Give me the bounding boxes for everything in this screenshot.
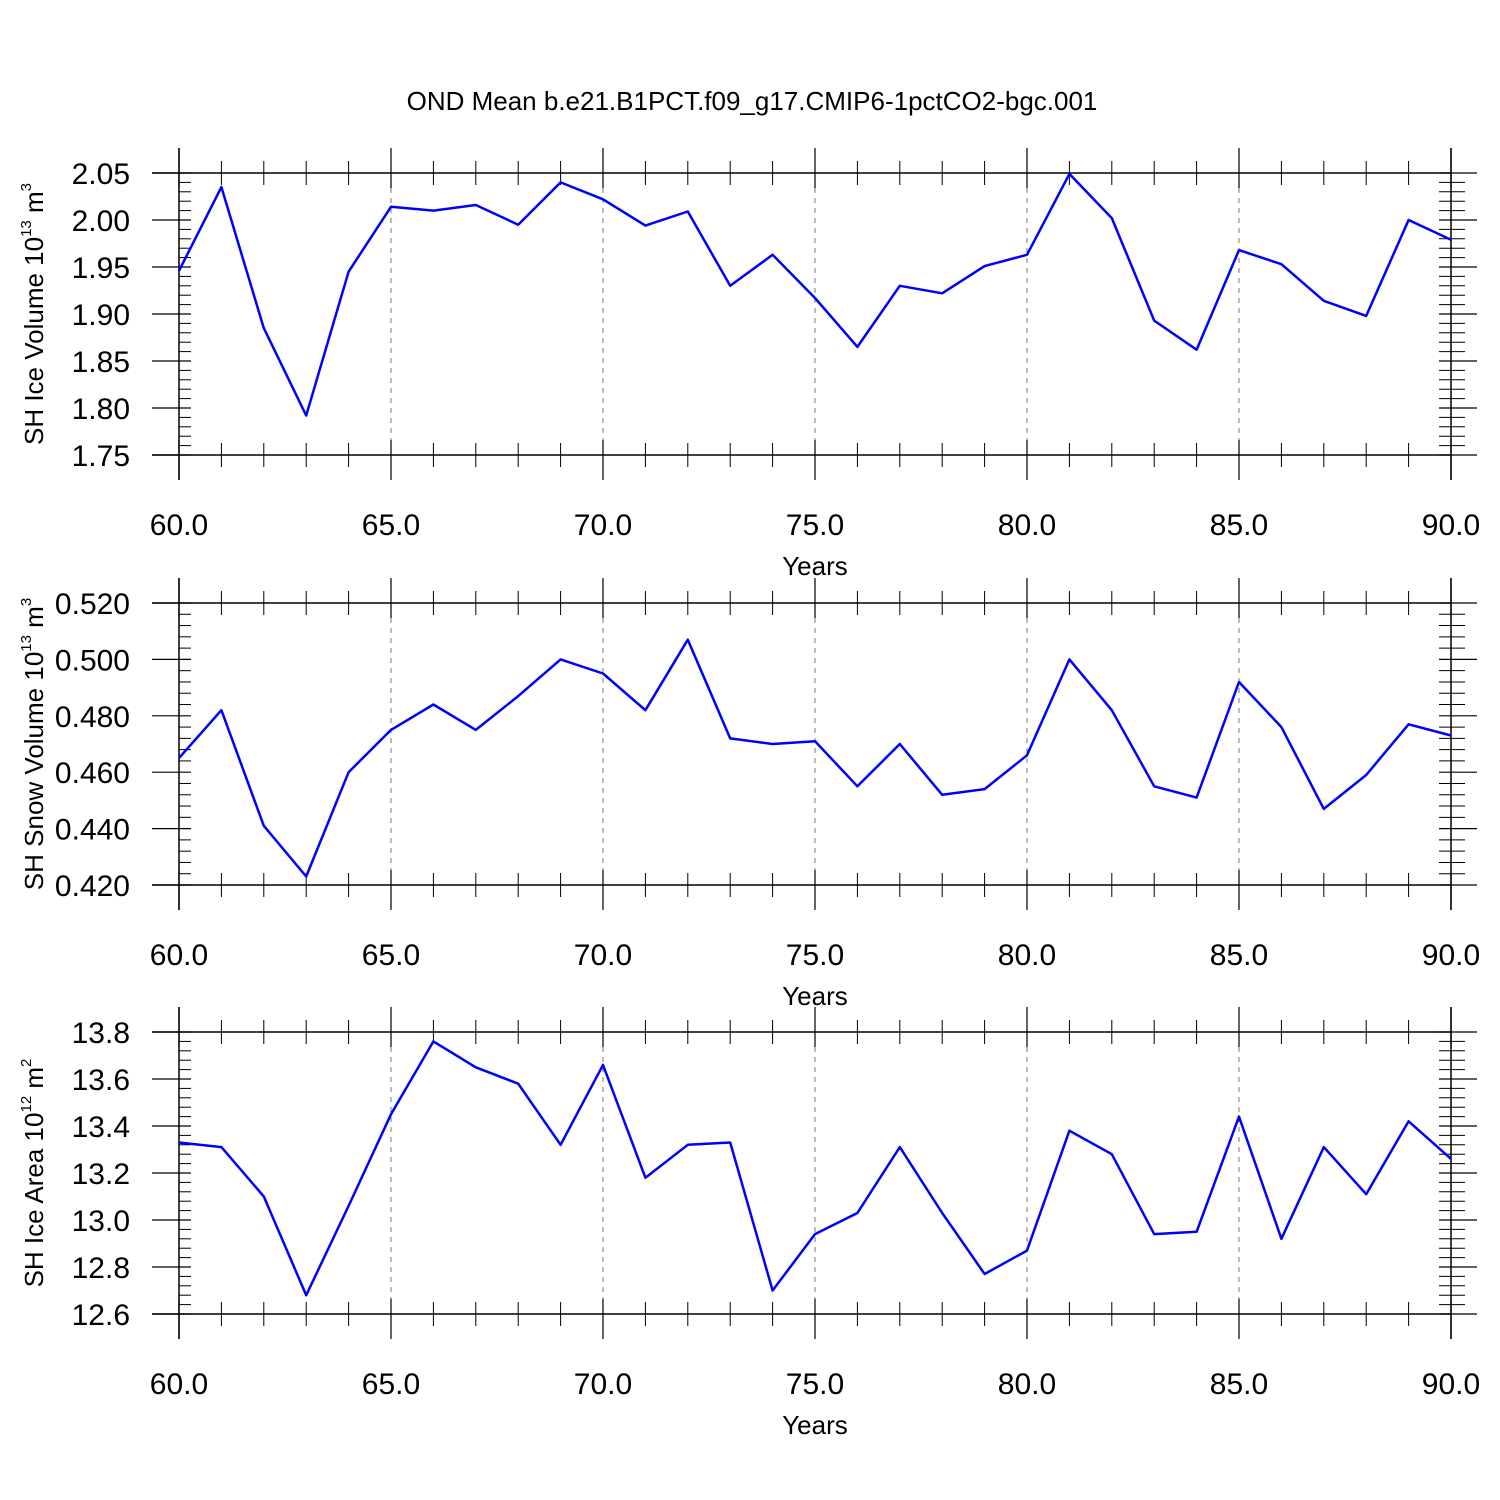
ytick-label: 13.8 <box>72 1017 130 1050</box>
series-line <box>178 1040 1452 1297</box>
y-axis-label-part: m <box>19 1067 49 1096</box>
xtick-label: 70.0 <box>574 1368 632 1401</box>
panel-1: 1.75 1.80 1.85 1.90 1.95 2.00 2.05 60.0 65.0 70.0… <box>18 148 1480 581</box>
x-axis-label: Years <box>782 981 848 1011</box>
xtick-label: 60.0 <box>150 509 208 542</box>
xtick-label: 85.0 <box>1210 939 1268 972</box>
ytick-label: 12.8 <box>72 1252 130 1285</box>
ytick-label: 0.500 <box>55 644 130 677</box>
ytick-label: 1.75 <box>72 440 130 473</box>
xtick-label: 85.0 <box>1210 1368 1268 1401</box>
xtick-label: 65.0 <box>362 939 420 972</box>
ytick-label: 0.480 <box>55 701 130 734</box>
ytick-label: 1.85 <box>72 346 130 379</box>
xtick-label: 70.0 <box>574 509 632 542</box>
xtick-label: 65.0 <box>362 509 420 542</box>
y-axis-label-part: SH Ice Volume 10 <box>19 237 49 445</box>
xtick-label: 70.0 <box>574 939 632 972</box>
ytick-label: 13.0 <box>72 1205 130 1238</box>
ytick-label: 0.460 <box>55 757 130 790</box>
xtick-label: 80.0 <box>998 509 1056 542</box>
xtick-label: 60.0 <box>150 1368 208 1401</box>
ytick-label: 1.90 <box>72 299 130 332</box>
xtick-label: 75.0 <box>786 1368 844 1401</box>
y-axis-label-superscript: 3 <box>18 183 35 191</box>
xtick-label: 75.0 <box>786 939 844 972</box>
xtick-label: 60.0 <box>150 939 208 972</box>
panel-3: 12.6 12.8 13.0 13.2 13.4 13.6 13.8 60.0 65.0 70.0… <box>18 1007 1480 1440</box>
y-axis-label-superscript: 12 <box>18 1096 35 1113</box>
y-axis-label: SH Ice Area 1012 m2 <box>18 1059 49 1288</box>
y-axis-label: SH Ice Volume 1013 m3 <box>18 183 49 445</box>
ytick-label: 0.440 <box>55 814 130 847</box>
y-axis-label-superscript: 3 <box>18 598 35 606</box>
chart-title: OND Mean b.e21.B1PCT.f09_g17.CMIP6-1pctC… <box>407 86 1098 116</box>
ytick-label: 12.6 <box>72 1299 130 1332</box>
ytick-label: 13.2 <box>72 1158 130 1191</box>
panel-2: 0.420 0.440 0.460 0.480 0.500 0.520 60.0 65.0 70… <box>18 578 1480 1011</box>
series-line <box>178 638 1452 878</box>
ytick-label: 13.6 <box>72 1064 130 1097</box>
xtick-label: 90.0 <box>1422 1368 1480 1401</box>
xtick-label: 90.0 <box>1422 509 1480 542</box>
y-axis-label-superscript: 2 <box>18 1059 35 1067</box>
series-line <box>177 172 1452 417</box>
ytick-label: 1.80 <box>72 393 130 426</box>
ytick-label: 0.520 <box>55 588 130 621</box>
xtick-label: 65.0 <box>362 1368 420 1401</box>
xtick-label: 75.0 <box>786 509 844 542</box>
xtick-label: 80.0 <box>998 1368 1056 1401</box>
y-axis-label-part: m <box>19 191 49 220</box>
ytick-label: 2.00 <box>72 205 130 238</box>
y-axis-label-part: m <box>19 606 49 635</box>
x-axis-label: Years <box>782 1410 848 1440</box>
ytick-label: 1.95 <box>72 252 130 285</box>
xtick-label: 90.0 <box>1422 939 1480 972</box>
y-axis-label-superscript: 13 <box>18 220 35 237</box>
x-axis-label: Years <box>782 551 848 581</box>
ytick-label: 2.05 <box>72 158 130 191</box>
ytick-label: 0.420 <box>55 870 130 903</box>
y-axis-label: SH Snow Volume 1013 m3 <box>18 598 49 890</box>
xtick-label: 85.0 <box>1210 509 1268 542</box>
y-axis-label-part: SH Ice Area 10 <box>19 1113 49 1288</box>
ytick-label: 13.4 <box>72 1111 130 1144</box>
xtick-label: 80.0 <box>998 939 1056 972</box>
y-axis-label-superscript: 13 <box>18 635 35 652</box>
y-axis-label-part: SH Snow Volume 10 <box>19 652 49 890</box>
